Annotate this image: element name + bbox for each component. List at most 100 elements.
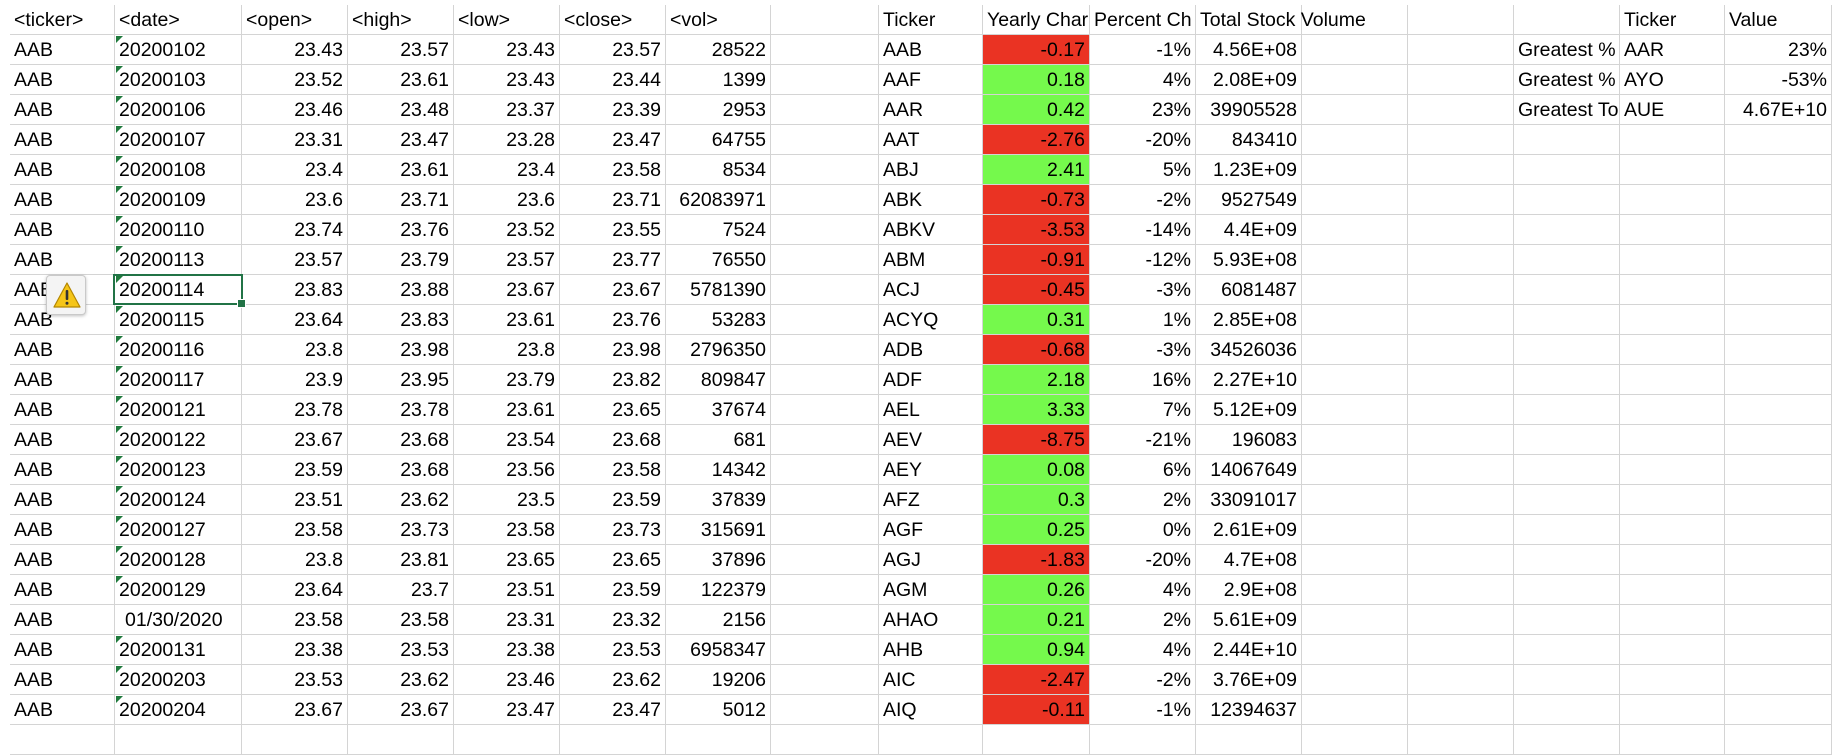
ticker-cell[interactable]: AAB [10, 485, 115, 515]
value-cell[interactable]: 681 [666, 425, 771, 455]
empty-cell[interactable] [771, 455, 879, 485]
value-cell[interactable]: 23.98 [348, 335, 454, 365]
value-cell[interactable]: 23.5 [454, 485, 560, 515]
empty-cell[interactable] [1514, 335, 1620, 365]
yearly-change-cell[interactable]: -1.83 [983, 545, 1090, 575]
value-cell[interactable]: 23.61 [454, 305, 560, 335]
empty-cell[interactable] [1514, 545, 1620, 575]
percent-change-cell[interactable]: 1% [1090, 305, 1196, 335]
summary-ticker-cell[interactable]: AAF [879, 65, 983, 95]
empty-cell[interactable] [1725, 455, 1832, 485]
yearly-change-cell[interactable]: -0.73 [983, 185, 1090, 215]
value-cell[interactable]: 23.73 [560, 515, 666, 545]
value-cell[interactable]: 23.59 [242, 455, 348, 485]
empty-cell[interactable] [1725, 335, 1832, 365]
greatest-label-cell[interactable]: Greatest % [1514, 65, 1620, 95]
empty-cell[interactable] [1302, 245, 1408, 275]
percent-change-cell[interactable]: 4% [1090, 635, 1196, 665]
empty-cell[interactable] [1090, 725, 1196, 755]
value-cell[interactable]: 23.47 [454, 695, 560, 725]
empty-cell[interactable] [1620, 665, 1725, 695]
empty-cell[interactable] [1514, 185, 1620, 215]
empty-cell[interactable] [771, 95, 879, 125]
empty-cell[interactable] [1620, 605, 1725, 635]
empty-cell[interactable] [1302, 125, 1408, 155]
value-cell[interactable]: 23.64 [242, 305, 348, 335]
summary-ticker-cell[interactable]: ACJ [879, 275, 983, 305]
total-volume-cell[interactable]: 5.93E+08 [1196, 245, 1302, 275]
empty-cell[interactable] [1408, 695, 1514, 725]
value-cell[interactable]: 23.58 [454, 515, 560, 545]
date-cell[interactable]: 20200122 [115, 425, 242, 455]
empty-cell[interactable] [1408, 605, 1514, 635]
value-cell[interactable]: 23.64 [242, 575, 348, 605]
empty-cell[interactable] [771, 125, 879, 155]
value-cell[interactable]: 23.73 [348, 515, 454, 545]
ticker-cell[interactable]: AAB [10, 65, 115, 95]
value-cell[interactable]: 23.83 [348, 305, 454, 335]
value-cell[interactable]: 23.61 [348, 155, 454, 185]
value-cell[interactable]: 23.37 [454, 95, 560, 125]
greatest-label-cell[interactable]: Greatest % [1514, 35, 1620, 65]
ticker-cell[interactable]: AAB [10, 215, 115, 245]
empty-cell[interactable] [1725, 695, 1832, 725]
value-cell[interactable]: 23.62 [560, 665, 666, 695]
ticker-cell[interactable]: AAB [10, 95, 115, 125]
summary-ticker-cell[interactable]: AGM [879, 575, 983, 605]
empty-cell[interactable] [1620, 725, 1725, 755]
empty-cell[interactable] [1725, 185, 1832, 215]
value-cell[interactable]: 23.76 [348, 215, 454, 245]
empty-cell[interactable] [1514, 395, 1620, 425]
summary-header-cell[interactable]: Ticker [879, 5, 983, 35]
yearly-change-cell[interactable]: 0.08 [983, 455, 1090, 485]
percent-change-cell[interactable]: 23% [1090, 95, 1196, 125]
empty-cell[interactable] [1514, 635, 1620, 665]
ticker-cell[interactable]: AAB [10, 425, 115, 455]
value-cell[interactable]: 62083971 [666, 185, 771, 215]
ticker-cell[interactable]: AAB [10, 365, 115, 395]
percent-change-cell[interactable]: 0% [1090, 515, 1196, 545]
ticker-cell[interactable]: AAB [10, 305, 115, 335]
total-volume-cell[interactable]: 9527549 [1196, 185, 1302, 215]
empty-cell[interactable] [560, 725, 666, 755]
summary-ticker-cell[interactable]: ACYQ [879, 305, 983, 335]
yearly-change-cell[interactable]: 0.42 [983, 95, 1090, 125]
ticker-cell[interactable]: AAB [10, 635, 115, 665]
total-volume-cell[interactable]: 2.9E+08 [1196, 575, 1302, 605]
yearly-change-cell[interactable]: 0.94 [983, 635, 1090, 665]
empty-cell[interactable] [1514, 485, 1620, 515]
value-cell[interactable]: 23.4 [454, 155, 560, 185]
empty-cell[interactable] [115, 725, 242, 755]
empty-cell[interactable] [1514, 725, 1620, 755]
empty-cell[interactable] [771, 305, 879, 335]
value-cell[interactable]: 23.57 [560, 35, 666, 65]
greatest-ticker-cell[interactable]: AUE [1620, 95, 1725, 125]
yearly-change-cell[interactable]: -8.75 [983, 425, 1090, 455]
value-cell[interactable]: 5781390 [666, 275, 771, 305]
summary-ticker-cell[interactable]: AGJ [879, 545, 983, 575]
value-cell[interactable]: 23.38 [454, 635, 560, 665]
date-cell[interactable]: 20200124 [115, 485, 242, 515]
summary-ticker-cell[interactable]: AIC [879, 665, 983, 695]
total-volume-cell[interactable]: 4.7E+08 [1196, 545, 1302, 575]
summary-ticker-cell[interactable]: AGF [879, 515, 983, 545]
value-cell[interactable]: 23.52 [242, 65, 348, 95]
value-cell[interactable]: 23.67 [242, 425, 348, 455]
value-cell[interactable]: 23.58 [348, 605, 454, 635]
summary-ticker-cell[interactable]: AEY [879, 455, 983, 485]
value-cell[interactable]: 2953 [666, 95, 771, 125]
total-volume-cell[interactable]: 1.23E+09 [1196, 155, 1302, 185]
empty-cell[interactable] [1725, 515, 1832, 545]
ticker-cell[interactable]: AAB [10, 125, 115, 155]
empty-cell[interactable] [1302, 35, 1408, 65]
empty-cell[interactable] [1302, 575, 1408, 605]
ticker-cell[interactable]: AAB [10, 35, 115, 65]
empty-cell[interactable] [666, 725, 771, 755]
empty-cell[interactable] [1514, 275, 1620, 305]
value-cell[interactable]: 23.62 [348, 665, 454, 695]
date-cell[interactable]: 20200113 [115, 245, 242, 275]
total-volume-cell[interactable]: 4.56E+08 [1196, 35, 1302, 65]
ticker-cell[interactable]: AAB [10, 395, 115, 425]
value-cell[interactable]: 23.79 [454, 365, 560, 395]
